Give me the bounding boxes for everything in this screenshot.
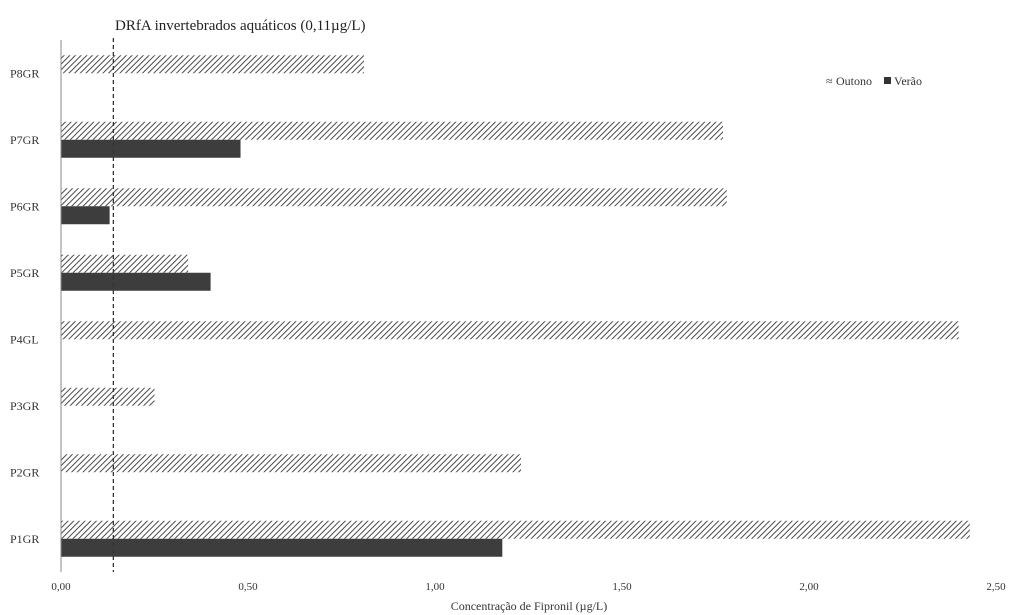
bar-outono-p7gr — [61, 121, 723, 140]
legend-swatch-verao — [884, 77, 891, 84]
x-tick-label: 1,00 — [425, 581, 445, 593]
category-labels: P1GR P2GR P3GR P4GL P5GR P6GR P7GR P8GR — [10, 66, 39, 546]
bar-outono-p6gr — [61, 188, 727, 207]
bar-outono-p3gr — [61, 387, 155, 406]
bar-outono-p5gr — [61, 254, 189, 273]
x-tick-label: 2,50 — [986, 581, 1006, 593]
x-axis-label: Concentração de Fipronil (µg/L) — [451, 599, 608, 613]
category-label-p4gl: P4GL — [10, 332, 39, 346]
category-label-p7gr: P7GR — [10, 133, 39, 147]
category-label-p3gr: P3GR — [10, 399, 39, 413]
bar-verao-p6gr — [61, 206, 110, 225]
x-tick-label: 2,00 — [799, 581, 819, 593]
bar-outono-p2gr — [61, 454, 522, 473]
bar-verao-p7gr — [61, 139, 241, 158]
x-axis-ticks: 0,00 0,50 1,00 1,50 2,00 2,50 — [51, 581, 1006, 593]
category-label-p8gr: P8GR — [10, 66, 39, 80]
category-label-p5gr: P5GR — [10, 266, 39, 280]
legend-label-outono: Outono — [836, 74, 872, 88]
x-tick-label: 0,50 — [238, 581, 258, 593]
category-label-p6gr: P6GR — [10, 199, 39, 213]
reference-line-label: DRfA invertebrados aquáticos (0,11µg/L) — [115, 18, 366, 34]
legend: ≈ Outono Verão — [826, 74, 922, 88]
x-tick-label: 1,50 — [612, 581, 632, 593]
x-tick-label: 0,00 — [51, 581, 71, 593]
bar-outono-p4gl — [61, 321, 959, 340]
bar-verao-p1gr — [61, 538, 503, 557]
bars-layer — [61, 55, 970, 557]
bar-outono-p1gr — [61, 520, 970, 539]
category-label-p1gr: P1GR — [10, 532, 39, 546]
bar-verao-p5gr — [61, 272, 211, 291]
bar-outono-p8gr — [61, 55, 364, 74]
legend-label-verao: Verão — [894, 74, 922, 88]
category-label-p2gr: P2GR — [10, 465, 39, 479]
legend-glyph-outono: ≈ — [826, 74, 833, 88]
